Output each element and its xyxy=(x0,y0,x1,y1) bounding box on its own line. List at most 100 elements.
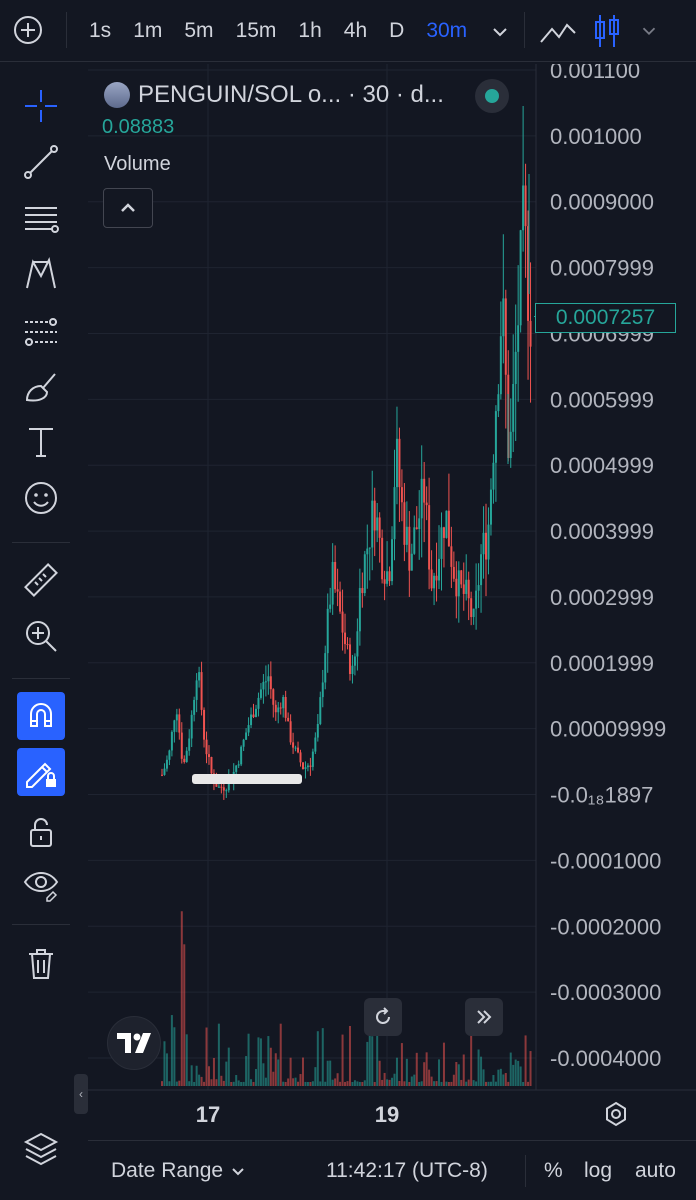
interval-D[interactable]: D xyxy=(389,19,405,42)
chevron-down-icon[interactable] xyxy=(488,20,512,44)
volume-bar xyxy=(178,1080,181,1086)
price-chart[interactable]: 0.0011000.0010000.00090000.00079990.0006… xyxy=(88,64,696,1200)
price-tick-label: 0.0002999 xyxy=(550,585,654,610)
candle-body xyxy=(269,676,272,690)
chevron-down-icon[interactable] xyxy=(638,20,660,42)
time-tick-label: 19 xyxy=(375,1102,399,1127)
market-status-dot[interactable] xyxy=(475,79,509,113)
volume-bar xyxy=(522,1081,525,1086)
volume-bar xyxy=(368,1022,371,1086)
trendline-tool[interactable] xyxy=(17,138,65,186)
candle-body xyxy=(336,589,339,592)
volume-bar xyxy=(180,911,183,1086)
text-tool[interactable] xyxy=(17,418,65,466)
volume-bar xyxy=(398,1080,401,1086)
trendline-icon xyxy=(24,145,58,179)
magnet-tool[interactable] xyxy=(17,692,65,740)
layers-icon[interactable] xyxy=(22,1130,60,1168)
volume-bar xyxy=(175,1081,178,1086)
candle-body xyxy=(433,575,436,589)
volume-bar xyxy=(482,1069,485,1086)
candle-body xyxy=(319,697,322,725)
candle-body xyxy=(368,547,371,549)
volume-bar xyxy=(527,1081,530,1086)
sidebar-collapse-tab[interactable]: ‹ xyxy=(74,1074,88,1114)
volume-bar xyxy=(165,1053,168,1086)
candle-body xyxy=(457,570,460,597)
brush-tool[interactable] xyxy=(17,362,65,410)
candle-body xyxy=(292,742,295,748)
interval-1h[interactable]: 1h xyxy=(298,19,322,42)
candle-body xyxy=(502,298,505,337)
settings-icon[interactable] xyxy=(602,1100,630,1128)
volume-bar xyxy=(250,1079,253,1086)
volume-bar xyxy=(462,1054,465,1086)
volume-bar xyxy=(259,1038,262,1086)
forecast-tool[interactable] xyxy=(17,306,65,354)
emoji-tool[interactable] xyxy=(17,474,65,522)
interval-30m[interactable]: 30m xyxy=(426,19,468,42)
candle-body xyxy=(388,571,391,582)
candle-body xyxy=(509,431,512,458)
candle-body xyxy=(306,765,309,768)
scroll-to-latest-button[interactable] xyxy=(465,998,503,1036)
percent-scale-button[interactable]: % xyxy=(544,1159,563,1182)
volume-bar xyxy=(383,1072,386,1086)
emoji-icon xyxy=(25,482,57,514)
interval-5m[interactable]: 5m xyxy=(184,19,214,42)
zoom-in-tool[interactable] xyxy=(17,612,65,660)
lock-drawing-tool[interactable] xyxy=(17,748,65,796)
line-chart-icon[interactable] xyxy=(538,14,578,48)
candle-body xyxy=(376,517,379,531)
add-symbol-icon[interactable] xyxy=(12,14,44,46)
collapse-legend-button[interactable] xyxy=(103,188,153,228)
reset-chart-button[interactable] xyxy=(364,998,402,1036)
crosshair-tool[interactable] xyxy=(17,82,65,130)
volume-bar xyxy=(297,1081,300,1086)
fib-tool[interactable] xyxy=(17,194,65,242)
interval-4h[interactable]: 4h xyxy=(343,19,368,42)
candle-body xyxy=(165,759,168,769)
auto-scale-button[interactable]: auto xyxy=(635,1159,676,1182)
sidebar-divider xyxy=(12,542,70,543)
volume-bar xyxy=(512,1064,515,1086)
volume-bar xyxy=(267,1036,270,1086)
volume-label[interactable]: Volume xyxy=(104,153,171,175)
tradingview-logo-icon[interactable] xyxy=(107,1016,161,1070)
volume-bar xyxy=(190,1065,193,1086)
volume-bar xyxy=(489,1081,492,1086)
ruler-tool[interactable] xyxy=(17,556,65,604)
volume-bar xyxy=(269,1047,272,1086)
candle-body xyxy=(247,725,250,733)
candle-body xyxy=(257,697,260,709)
token-logo-icon xyxy=(104,82,130,108)
date-range-button[interactable]: Date Range xyxy=(111,1159,247,1183)
interval-1s[interactable]: 1s xyxy=(89,19,112,42)
legend-value: 0.08883 xyxy=(102,116,175,138)
symbol-legend[interactable]: PENGUIN/SOL o... · 30 · d... xyxy=(104,78,444,112)
candle-body xyxy=(527,226,530,321)
candle-body xyxy=(492,462,495,490)
chart-area[interactable]: 0.001100 0.001000 0.0009000 0.0007999 0.0006… xyxy=(88,64,696,1200)
clock-timezone[interactable]: 11:42:17 (UTC-8) xyxy=(326,1159,488,1182)
price-tick-label: 0.0009000 xyxy=(550,190,654,215)
candle-body xyxy=(294,747,297,749)
volume-bar xyxy=(435,1081,438,1086)
volume-bar xyxy=(477,1049,480,1086)
candlestick-icon[interactable] xyxy=(592,12,622,50)
interval-15m[interactable]: 15m xyxy=(235,19,277,42)
volume-bar xyxy=(420,1081,423,1086)
log-scale-button[interactable]: log xyxy=(584,1159,613,1182)
candle-body xyxy=(489,489,492,525)
volume-bar xyxy=(210,1079,213,1086)
trash-tool[interactable] xyxy=(17,940,65,988)
eye-tool[interactable] xyxy=(17,860,65,908)
candle-body xyxy=(400,487,403,503)
volume-bar xyxy=(410,1076,413,1086)
volume-bar xyxy=(381,1079,384,1086)
unlock-tool[interactable] xyxy=(17,808,65,856)
candle-body xyxy=(351,665,354,675)
pattern-tool[interactable] xyxy=(17,250,65,298)
volume-bar xyxy=(252,1081,255,1086)
interval-1m[interactable]: 1m xyxy=(133,19,163,42)
